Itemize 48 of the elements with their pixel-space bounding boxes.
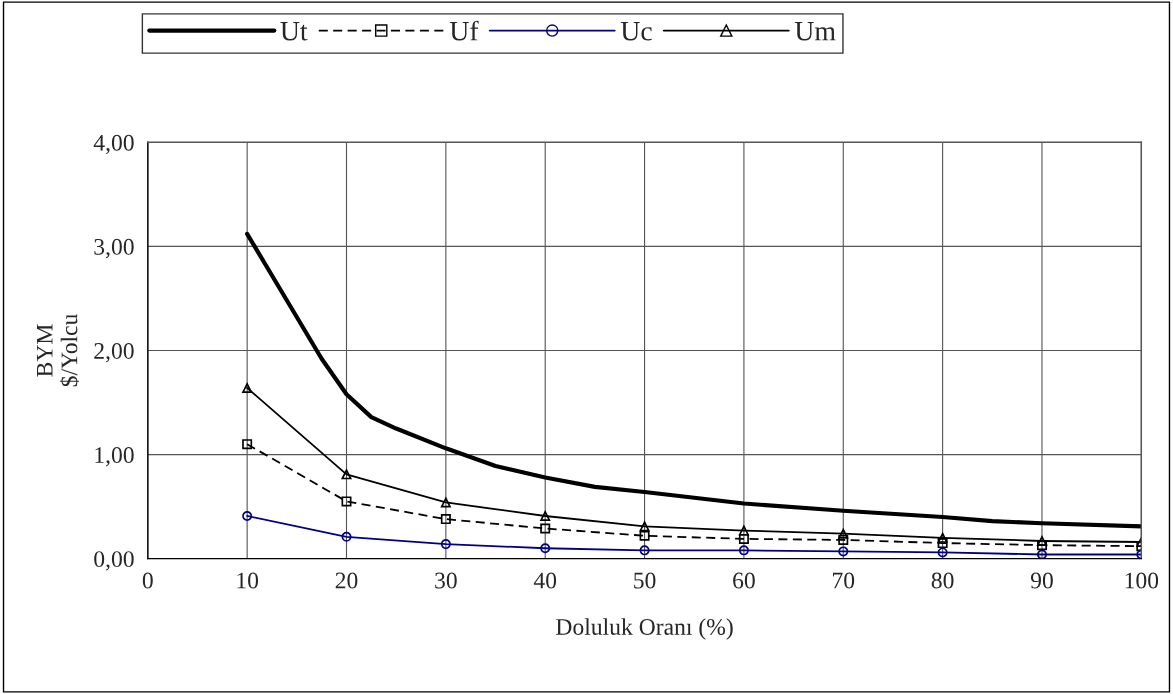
x-tick-label: 70 [833, 572, 855, 589]
x-tick-label: 100 [1125, 572, 1159, 589]
point [937, 547, 948, 558]
point [540, 543, 551, 554]
y-tick-label: 1,00 [95, 447, 134, 467]
y-tick-label: 0,00 [94, 551, 134, 571]
point [242, 510, 253, 521]
point [639, 545, 650, 556]
x-tick-label: 10 [237, 572, 259, 589]
x-tick-label: 60 [733, 572, 755, 589]
point [838, 546, 849, 557]
x-tick-label: 0 [142, 572, 153, 589]
legend-label: Um [794, 22, 836, 41]
x-tick-label: 30 [435, 572, 457, 589]
line-series [245, 231, 1142, 529]
x-tick-label: 90 [1030, 572, 1053, 589]
point [341, 531, 352, 542]
point [738, 525, 749, 536]
x-tick-label: 20 [335, 572, 358, 589]
point [738, 533, 749, 544]
point [440, 539, 451, 550]
legend-label: Ut [280, 22, 308, 41]
point [1036, 549, 1047, 559]
y-axis-title: BYM $/Yolcu [36, 314, 79, 387]
y-tick-label: 4,00 [93, 134, 134, 155]
point [540, 523, 551, 534]
point [838, 528, 849, 539]
point [639, 530, 650, 541]
legend-label: Uc [620, 22, 652, 41]
y-tick-label: 2,00 [94, 342, 134, 363]
point [440, 514, 451, 525]
y-tick-label: 3,00 [94, 238, 134, 259]
x-tick-label: 40 [533, 572, 557, 589]
x-axis-title: Doluluk Oranı (%) [556, 618, 733, 640]
point [738, 545, 749, 556]
point [242, 439, 253, 450]
point [440, 497, 451, 508]
point [639, 521, 650, 532]
legend-label: Uf [449, 20, 479, 41]
point [937, 538, 948, 549]
point [540, 510, 551, 521]
point [242, 382, 253, 393]
point [838, 534, 849, 545]
point [937, 532, 948, 543]
point [341, 469, 352, 480]
x-tick-label: 50 [634, 572, 656, 589]
point [341, 496, 352, 507]
x-tick-label: 80 [931, 572, 954, 589]
